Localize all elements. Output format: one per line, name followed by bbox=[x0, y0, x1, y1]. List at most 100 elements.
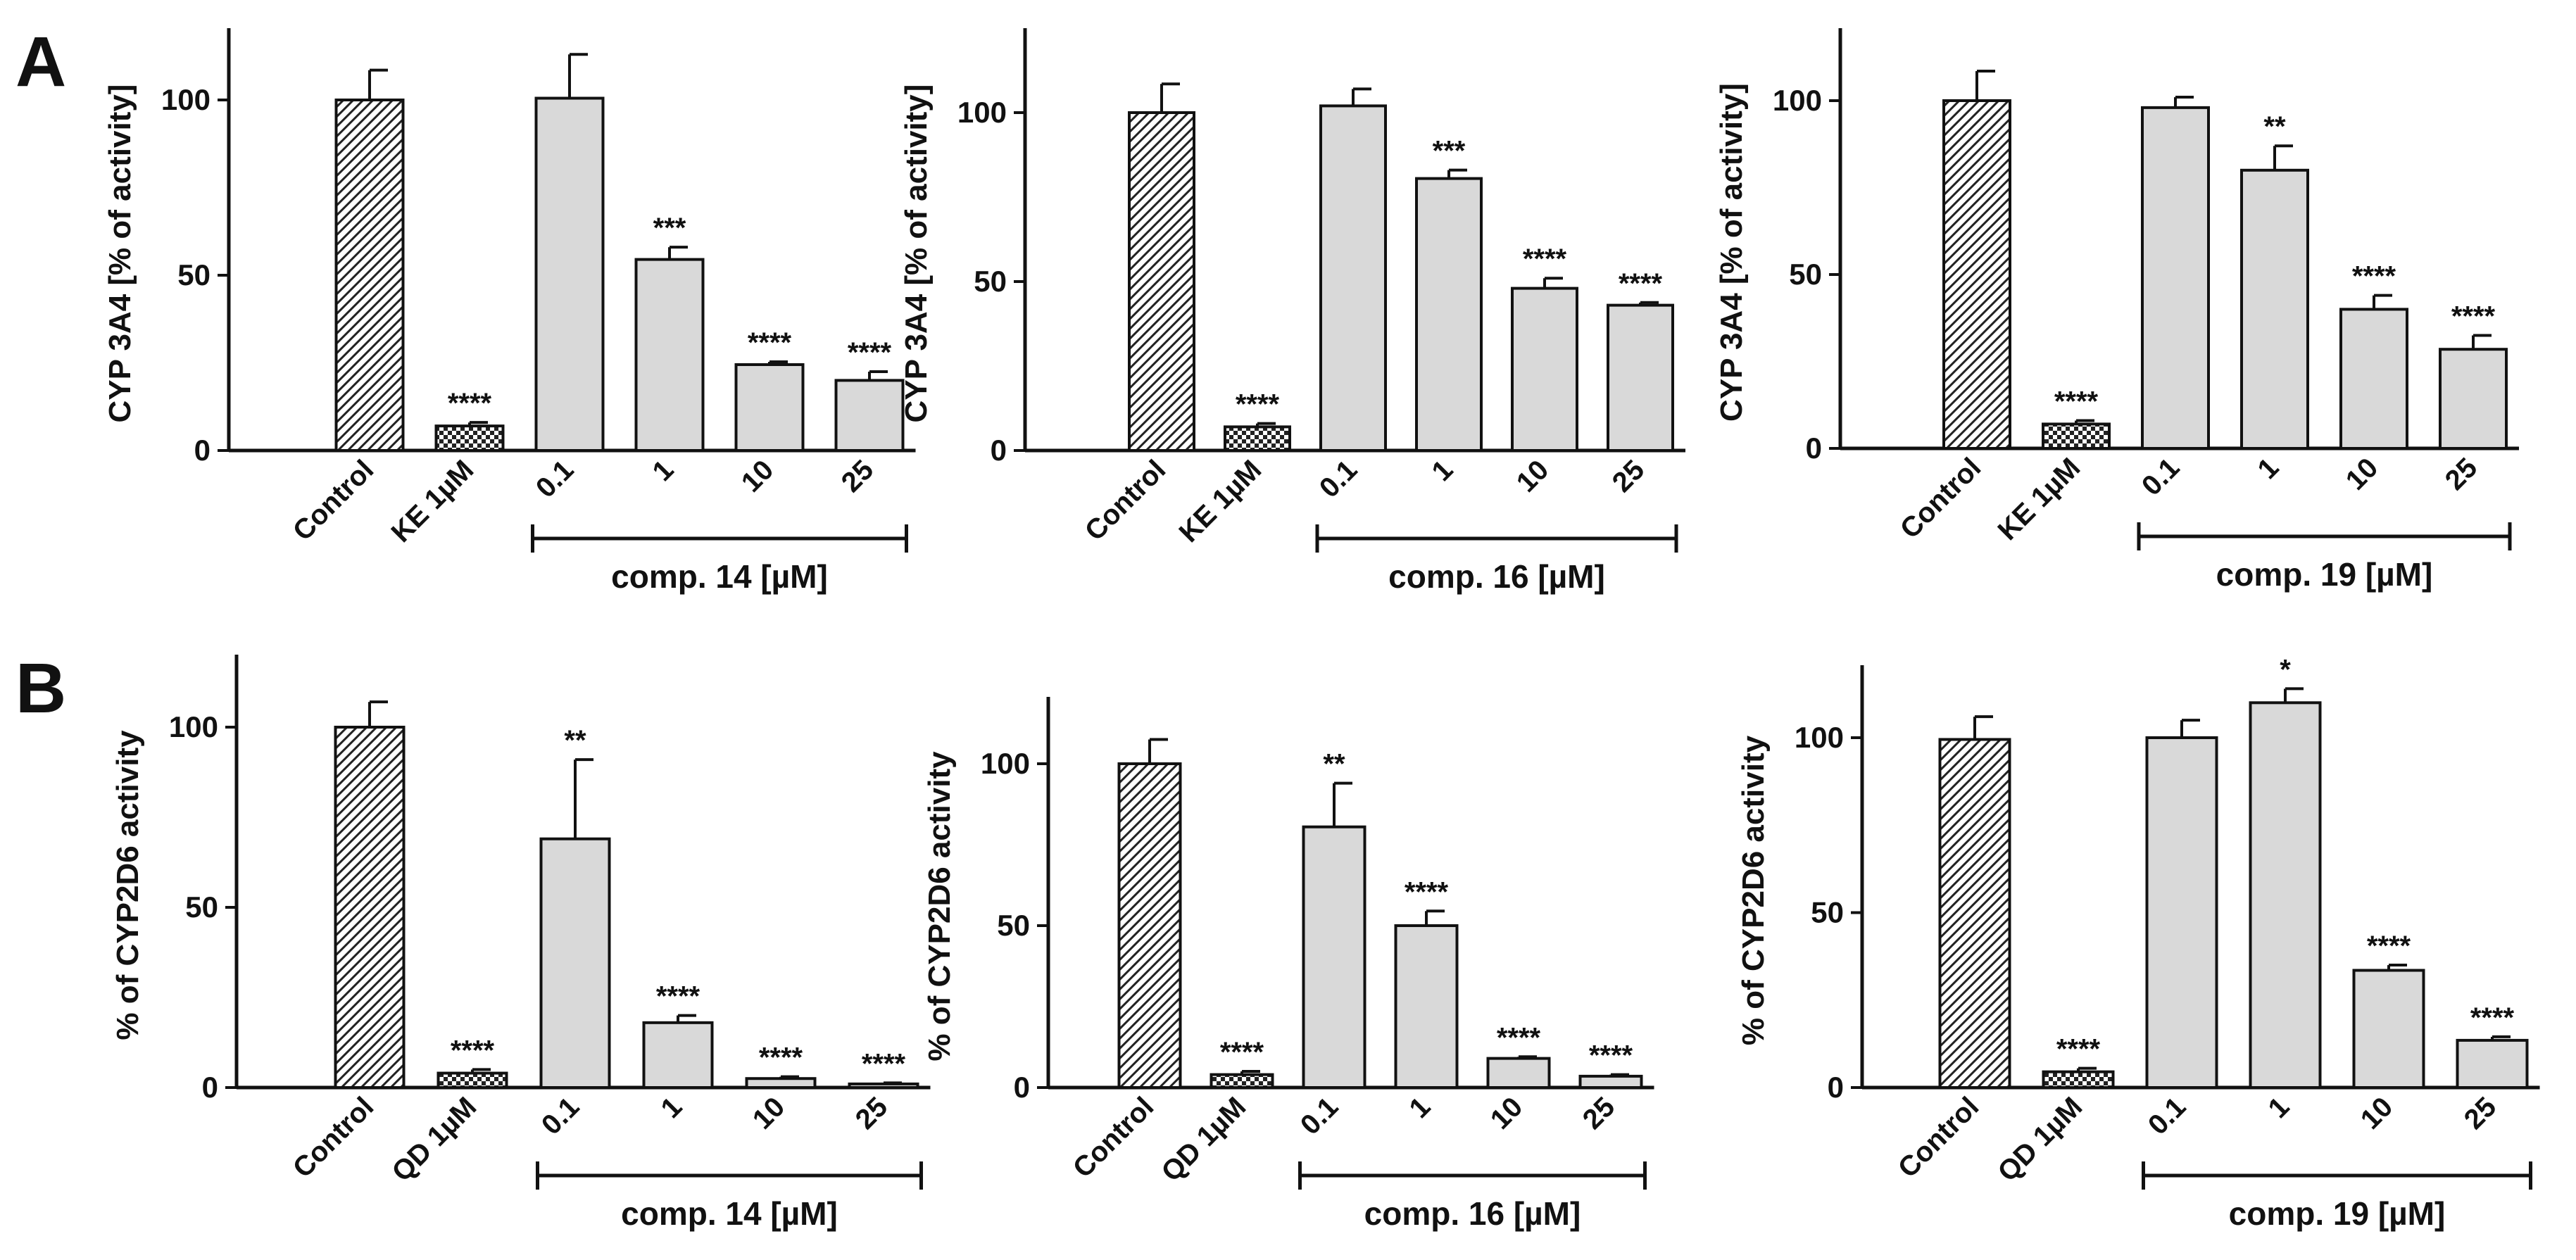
y-axis-label: CYP 3A4 [% of activity] bbox=[1714, 83, 1749, 422]
bracket-label: comp. 14 [µM] bbox=[621, 1195, 838, 1232]
significance-label: **** bbox=[1497, 1022, 1541, 1053]
category-label: Control bbox=[1892, 1091, 1985, 1184]
category-label: 0.1 bbox=[536, 1091, 585, 1140]
bar bbox=[1607, 303, 1674, 452]
category-label: 1 bbox=[1404, 1091, 1437, 1124]
y-tick-label: 0 bbox=[194, 434, 211, 467]
significance-label: **** bbox=[2367, 931, 2411, 962]
category-label: 25 bbox=[836, 454, 880, 498]
y-tick-label: 100 bbox=[1773, 84, 1822, 117]
bar bbox=[1224, 425, 1291, 453]
bar bbox=[1210, 1073, 1274, 1089]
category-label: KE 1µM bbox=[386, 454, 480, 548]
panel-label-b: B bbox=[15, 649, 66, 728]
significance-label: **** bbox=[748, 327, 792, 358]
y-tick-label: 100 bbox=[957, 96, 1007, 129]
bracket-label: comp. 16 [µM] bbox=[1364, 1195, 1581, 1232]
y-tick-label: 100 bbox=[169, 710, 218, 743]
y-tick-label: 100 bbox=[981, 747, 1030, 780]
y-axis-label: % of CYP2D6 activity bbox=[111, 730, 145, 1040]
significance-label: **** bbox=[862, 1048, 906, 1079]
significance-label: **** bbox=[2054, 386, 2099, 417]
y-tick-label: 0 bbox=[1828, 1071, 1844, 1104]
panel-label-a: A bbox=[15, 23, 66, 101]
significance-label: *** bbox=[1433, 136, 1466, 167]
bar bbox=[745, 1077, 817, 1089]
significance-label: **** bbox=[448, 388, 492, 419]
significance-label: * bbox=[2280, 654, 2291, 685]
y-axis-label: % of CYP2D6 activity bbox=[1736, 735, 1771, 1045]
bar bbox=[642, 1021, 714, 1089]
bar bbox=[334, 99, 405, 452]
bar bbox=[1486, 1057, 1551, 1089]
bar bbox=[1511, 286, 1578, 452]
category-label: KE 1µM bbox=[1174, 454, 1268, 548]
y-tick-label: 0 bbox=[1014, 1071, 1030, 1104]
bar bbox=[1942, 99, 2011, 450]
bar bbox=[2145, 736, 2218, 1089]
category-label: QD 1µM bbox=[386, 1091, 482, 1187]
category-label: 10 bbox=[1511, 454, 1555, 498]
bar bbox=[1415, 177, 1483, 452]
bar bbox=[334, 726, 406, 1089]
bar bbox=[436, 1071, 508, 1090]
category-label: 25 bbox=[1607, 454, 1651, 498]
category-label: Control bbox=[287, 1091, 380, 1184]
significance-label: **** bbox=[1589, 1040, 1633, 1071]
significance-label: **** bbox=[848, 337, 892, 368]
bar bbox=[734, 363, 805, 452]
y-tick-label: 0 bbox=[1806, 431, 1822, 465]
y-tick-label: 50 bbox=[177, 258, 211, 291]
significance-label: **** bbox=[2352, 261, 2396, 292]
chart-6: 0 50 100 % of CYP2D6 activity Control **** QD … bbox=[1736, 654, 2540, 1232]
bar bbox=[2456, 1038, 2529, 1090]
bar bbox=[1319, 104, 1387, 452]
significance-label: **** bbox=[1220, 1037, 1264, 1068]
y-axis-label: % of CYP2D6 activity bbox=[922, 751, 957, 1061]
significance-label: ** bbox=[1323, 749, 1345, 780]
significance-label: **** bbox=[1236, 389, 1280, 420]
significance-label: **** bbox=[1619, 268, 1663, 299]
bar bbox=[834, 379, 905, 453]
bar bbox=[2240, 168, 2309, 451]
chart-5: 0 50 100 % of CYP2D6 activity Control **** QD … bbox=[922, 697, 1654, 1232]
bracket-label: comp. 19 [µM] bbox=[2229, 1195, 2446, 1232]
category-label: QD 1µM bbox=[1992, 1091, 2088, 1187]
y-axis-label: CYP 3A4 [% of activity] bbox=[899, 84, 934, 423]
y-tick-label: 100 bbox=[161, 83, 211, 116]
category-label: 1 bbox=[647, 454, 680, 487]
y-tick-label: 50 bbox=[974, 265, 1007, 298]
y-axis-label: CYP 3A4 [% of activity] bbox=[103, 84, 137, 423]
category-label: 1 bbox=[2263, 1091, 2296, 1124]
bar bbox=[1302, 825, 1366, 1089]
category-label: Control bbox=[1067, 1091, 1160, 1184]
category-label: Control bbox=[1079, 454, 1172, 547]
category-label: 25 bbox=[2439, 452, 2484, 496]
bar bbox=[1117, 762, 1182, 1089]
bar bbox=[534, 96, 605, 452]
bar bbox=[539, 837, 611, 1089]
bar bbox=[1938, 738, 2011, 1089]
y-tick-label: 0 bbox=[202, 1071, 218, 1104]
bracket-label: comp. 16 [µM] bbox=[1388, 558, 1605, 595]
significance-label: **** bbox=[451, 1035, 495, 1066]
bar bbox=[1394, 924, 1459, 1089]
category-label: 10 bbox=[2340, 452, 2385, 496]
significance-label: **** bbox=[2451, 301, 2496, 332]
category-label: 0.1 bbox=[2136, 452, 2185, 501]
y-tick-label: 100 bbox=[1795, 721, 1844, 754]
bar bbox=[434, 424, 505, 453]
y-tick-label: 50 bbox=[1811, 896, 1844, 929]
bar bbox=[2339, 308, 2408, 450]
category-label: 0.1 bbox=[2142, 1091, 2192, 1140]
bar bbox=[2141, 106, 2210, 450]
category-label: 10 bbox=[736, 454, 780, 498]
bar bbox=[1128, 111, 1195, 452]
significance-label: **** bbox=[1523, 244, 1567, 275]
significance-label: **** bbox=[656, 981, 700, 1012]
significance-label: ** bbox=[2263, 111, 2286, 142]
category-label: 1 bbox=[655, 1091, 689, 1124]
